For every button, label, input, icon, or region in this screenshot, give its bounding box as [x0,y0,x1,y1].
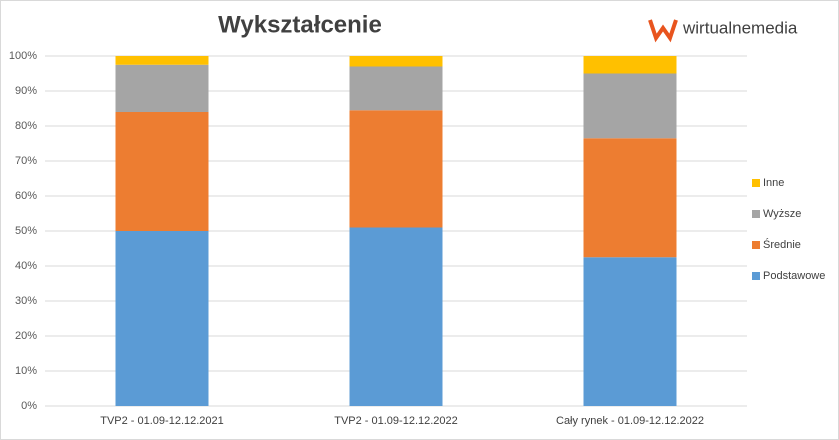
chart-title: Wykształcenie [218,11,382,38]
y-tick-label: 20% [15,330,37,342]
y-tick-label: 30% [15,295,37,307]
legend-label: Inne [763,177,784,189]
legend-swatch [752,272,760,280]
logo-icon [648,19,678,43]
y-tick-label: 90% [15,85,37,97]
y-tick-label: 60% [15,190,37,202]
x-tick-label: TVP2 - 01.09-12.12.2021 [100,415,224,427]
x-tick-label: Cały rynek - 01.09-12.12.2022 [556,415,704,427]
bar-segment [349,227,443,406]
y-tick-label: 100% [9,50,37,62]
bar-segment [583,56,677,74]
legend-label: Podstawowe [763,270,825,282]
bar-segment [115,56,209,65]
bar-segment [583,257,677,406]
legend-swatch [752,179,760,187]
logo: wirtualnemedia [648,18,798,43]
y-tick-label: 70% [15,155,37,167]
y-tick-label: 50% [15,225,37,237]
bar-segment [349,56,443,67]
y-tick-label: 10% [15,365,37,377]
bar-segment [349,66,443,111]
bar-segment [115,231,209,406]
bar-segment [115,64,209,112]
legend-label: Wyższe [763,208,801,220]
x-tick-label: TVP2 - 01.09-12.12.2022 [334,415,458,427]
bar-segment [583,73,677,139]
y-tick-label: 40% [15,260,37,272]
y-tick-label: 0% [21,400,37,412]
y-tick-label: 80% [15,120,37,132]
legend-swatch [752,210,760,218]
logo-text: wirtualnemedia [682,18,798,37]
legend-label: Średnie [763,238,801,251]
bar-segment [349,110,443,228]
bar-segment [583,138,677,258]
bar-segment [115,112,209,231]
legend-swatch [752,241,760,249]
